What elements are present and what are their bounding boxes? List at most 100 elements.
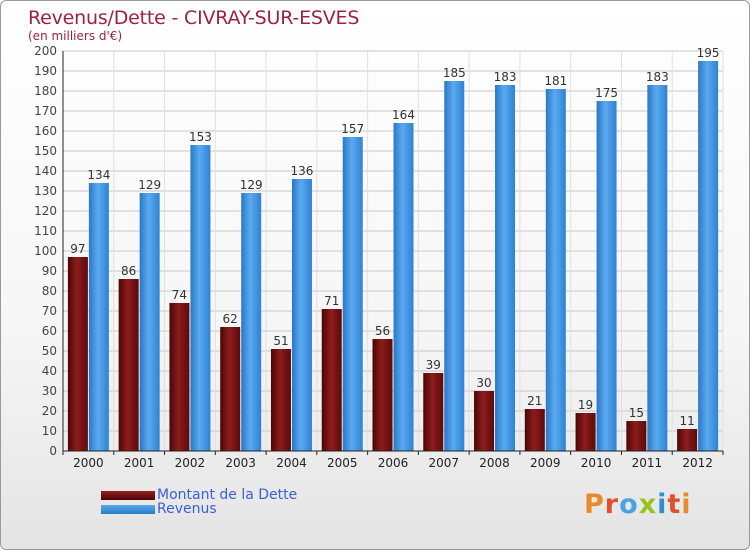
bar-dette [575, 413, 596, 451]
data-label-dette: 62 [223, 312, 238, 326]
bar-dette [270, 349, 291, 451]
data-label-revenus: 164 [392, 108, 415, 122]
data-label-revenus: 134 [87, 168, 110, 182]
bar-revenus [444, 81, 465, 451]
y-tick-label: 80 [42, 284, 57, 298]
chart-subtitle: (en milliers d'€) [28, 29, 123, 43]
data-label-dette: 39 [426, 358, 441, 372]
data-label-revenus: 185 [443, 66, 466, 80]
y-tick-label: 180 [34, 84, 57, 98]
data-label-revenus: 175 [595, 86, 618, 100]
logo-letter: r [604, 489, 620, 520]
x-tick-label: 2001 [124, 456, 155, 470]
bar-dette [169, 303, 190, 451]
bar-revenus [291, 179, 312, 451]
y-tick-label: 40 [42, 364, 57, 378]
y-tick-label: 20 [42, 404, 57, 418]
y-tick-label: 110 [34, 224, 57, 238]
bar-dette [321, 309, 342, 451]
bars-layer [67, 61, 719, 451]
data-label-dette: 97 [70, 242, 85, 256]
data-label-dette: 71 [324, 294, 339, 308]
y-tick-label: 50 [42, 344, 57, 358]
logo-letter: i [681, 489, 692, 520]
x-tick-label: 2004 [276, 456, 307, 470]
legend: Montant de la Dette Revenus [101, 488, 297, 516]
y-tick-label: 120 [34, 204, 57, 218]
x-tick-label: 2007 [428, 456, 459, 470]
x-tick-label: 2006 [378, 456, 409, 470]
data-label-dette: 15 [629, 406, 644, 420]
data-label-revenus: 157 [341, 122, 364, 136]
logo-letter: o [619, 489, 639, 520]
axis-layer: 0 10 20 30 40 50 60 70 80 90 100 110 120 130 140 150 160… [34, 44, 724, 470]
y-tick-label: 10 [42, 424, 57, 438]
x-tick-label: 2002 [175, 456, 206, 470]
bar-revenus [545, 89, 566, 451]
data-label-dette: 19 [578, 398, 593, 412]
data-label-revenus: 136 [291, 164, 314, 178]
data-label-dette: 56 [375, 324, 390, 338]
bar-dette [626, 421, 647, 451]
logo-letter: x [638, 489, 658, 520]
y-tick-label: 150 [34, 144, 57, 158]
y-tick-label: 140 [34, 164, 57, 178]
legend-item-dette: Montant de la Dette [101, 488, 297, 502]
x-tick-label: 2008 [479, 456, 510, 470]
legend-swatch-revenus [101, 504, 155, 514]
bar-dette [677, 429, 698, 451]
y-tick-label: 0 [49, 444, 57, 458]
y-tick-label: 160 [34, 124, 57, 138]
data-label-revenus: 153 [189, 130, 212, 144]
bar-revenus [495, 85, 516, 451]
bar-dette [67, 257, 88, 451]
logo-letter: t [667, 489, 682, 520]
y-tick-label: 70 [42, 304, 57, 318]
bar-revenus [596, 101, 617, 451]
proxiti-logo: Proxiti [584, 489, 692, 520]
bar-revenus [342, 137, 363, 451]
data-label-revenus: 129 [138, 178, 161, 192]
y-tick-label: 100 [34, 244, 57, 258]
legend-label-dette: Montant de la Dette [157, 487, 298, 503]
y-tick-label: 200 [34, 44, 57, 58]
legend-label-revenus: Revenus [157, 501, 217, 517]
y-tick-label: 190 [34, 64, 57, 78]
bar-revenus [190, 145, 211, 451]
y-tick-label: 30 [42, 384, 57, 398]
x-tick-label: 2005 [327, 456, 358, 470]
legend-swatch-dette [101, 490, 155, 500]
data-label-dette: 21 [527, 394, 542, 408]
data-label-revenus: 195 [697, 46, 720, 60]
bar-revenus [647, 85, 668, 451]
bar-dette [118, 279, 139, 451]
bar-revenus [698, 61, 719, 451]
data-label-revenus: 129 [240, 178, 263, 192]
logo-letter: P [584, 489, 605, 520]
bar-dette [474, 391, 495, 451]
bar-dette [423, 373, 444, 451]
logo-letter: i [657, 489, 668, 520]
bar-dette [220, 327, 241, 451]
data-label-dette: 86 [121, 264, 136, 278]
bar-dette [372, 339, 393, 451]
x-tick-label: 2000 [73, 456, 104, 470]
x-tick-label: 2009 [530, 456, 561, 470]
data-label-revenus: 183 [494, 70, 517, 84]
x-tick-label: 2011 [632, 456, 663, 470]
y-tick-label: 90 [42, 264, 57, 278]
x-tick-label: 2012 [682, 456, 713, 470]
data-label-revenus: 181 [544, 74, 567, 88]
x-tick-label: 2003 [225, 456, 256, 470]
bar-revenus [241, 193, 262, 451]
labels-layer: 97 134 86 129 74 153 62 129 51 136 71 157 56 164 39 185… [70, 46, 719, 428]
data-label-dette: 11 [679, 414, 694, 428]
bar-revenus [393, 123, 414, 451]
y-tick-label: 130 [34, 184, 57, 198]
bar-revenus [88, 183, 109, 451]
legend-item-revenus: Revenus [101, 502, 297, 516]
data-label-dette: 74 [172, 288, 187, 302]
x-tick-label: 2010 [581, 456, 612, 470]
